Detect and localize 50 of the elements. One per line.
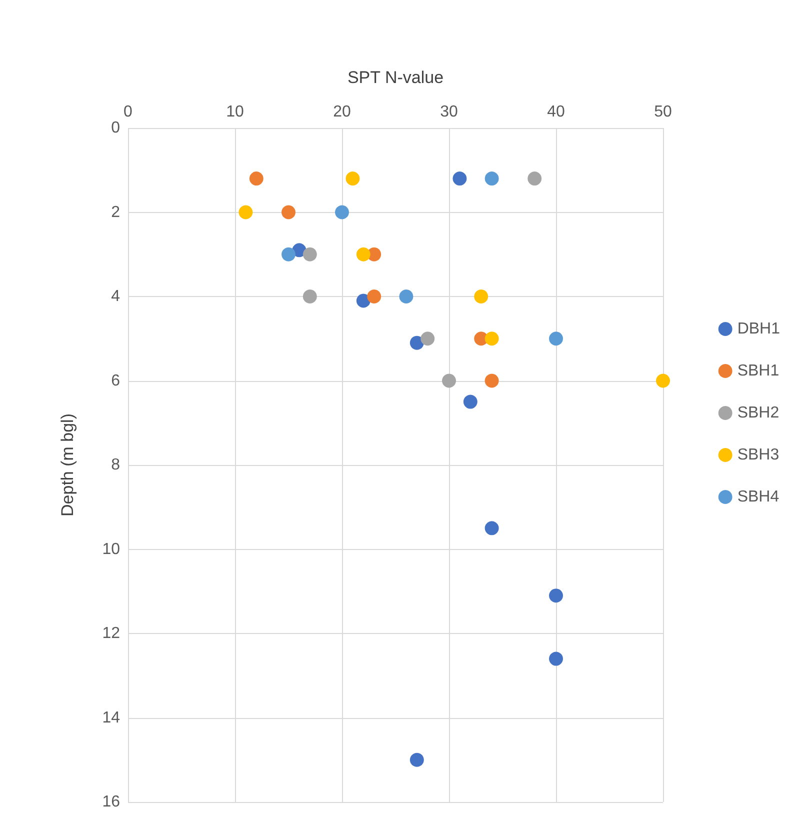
y-axis-title: Depth (m bgl) [58, 414, 77, 516]
point [474, 290, 488, 304]
point [238, 205, 253, 220]
x-tick-label: 10 [226, 104, 244, 120]
point [410, 752, 424, 767]
x-tick-label: 40 [547, 104, 565, 120]
point [549, 332, 563, 346]
legend-label: SBH1 [737, 362, 780, 380]
point [549, 652, 563, 666]
point [356, 247, 370, 262]
point [420, 332, 435, 346]
y-tick-label: 16 [102, 794, 120, 810]
point [399, 290, 414, 304]
y-tick-label: 6 [111, 372, 120, 390]
point [442, 374, 456, 388]
point [452, 172, 467, 186]
y-tick-label: 12 [102, 625, 120, 642]
point [367, 290, 382, 304]
point [484, 172, 499, 186]
point [302, 247, 317, 262]
x-tick-label: 30 [440, 104, 458, 120]
x-tick-label: 50 [654, 104, 672, 120]
legend-label: SBH3 [737, 446, 780, 464]
y-tick-label: 14 [102, 709, 120, 726]
point [335, 205, 349, 220]
y-tick-label: 0 [111, 120, 120, 136]
point [302, 290, 317, 304]
legend-label: DBH1 [737, 320, 780, 338]
legend-label: SBH2 [737, 404, 780, 422]
y-tick-label: 4 [111, 288, 120, 305]
point [356, 294, 370, 308]
point [484, 374, 499, 388]
point [656, 374, 670, 388]
point [484, 332, 499, 346]
point [346, 172, 360, 186]
x-tick-label: 0 [124, 104, 133, 120]
y-tick-label: 2 [111, 204, 120, 221]
point [282, 247, 296, 262]
y-tick-label: 10 [102, 540, 120, 558]
point [484, 521, 499, 536]
point [528, 172, 542, 186]
x-axis-title: SPT N-value [347, 68, 444, 87]
y-tick-label: 8 [111, 456, 120, 474]
point [249, 172, 264, 186]
point [410, 336, 424, 350]
x-tick-label: 20 [333, 104, 351, 120]
point [463, 394, 478, 409]
legend-label: SBH4 [737, 488, 780, 506]
point [549, 588, 563, 603]
point [282, 205, 296, 220]
